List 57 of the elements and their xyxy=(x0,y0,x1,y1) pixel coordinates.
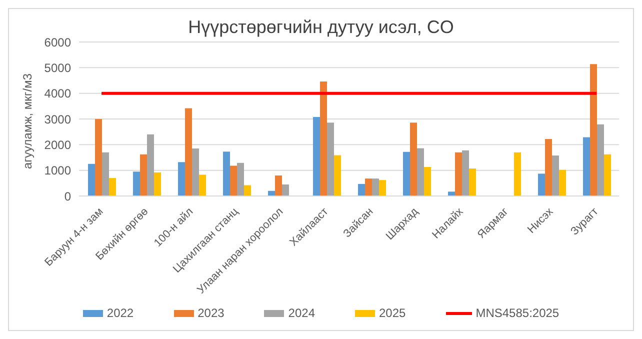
bar xyxy=(379,180,386,196)
bar xyxy=(334,155,341,196)
y-axis-title: агууламж, мкг/м3 xyxy=(20,73,34,169)
bar xyxy=(455,152,462,196)
y-tick-label: 2000 xyxy=(44,138,72,152)
bar xyxy=(604,154,611,196)
bar xyxy=(185,108,192,196)
chart-title: Нүүрстөрөгчийн дутуу исэл, CO xyxy=(188,17,454,37)
bar xyxy=(313,116,320,196)
bar xyxy=(597,124,604,196)
bar xyxy=(358,184,365,196)
bar xyxy=(102,152,109,196)
bar xyxy=(178,162,185,196)
bar xyxy=(140,154,147,196)
bar xyxy=(88,164,95,196)
y-tick-label: 4000 xyxy=(44,86,72,101)
bar xyxy=(545,139,552,196)
bar xyxy=(372,178,379,196)
bar xyxy=(462,150,469,196)
bar xyxy=(320,82,327,196)
bar xyxy=(244,185,251,196)
bar xyxy=(469,168,476,196)
bar xyxy=(365,178,372,196)
bar xyxy=(223,152,230,196)
bar xyxy=(154,172,161,196)
y-tick-label: 3000 xyxy=(44,112,72,126)
bar xyxy=(237,162,244,196)
y-tick-label: 6000 xyxy=(44,35,72,50)
y-tick-label: 5000 xyxy=(44,60,72,75)
bar xyxy=(403,152,410,196)
bar xyxy=(230,166,237,196)
legend-label: 2023 xyxy=(196,306,224,320)
bar xyxy=(199,174,206,196)
legend-label: 2022 xyxy=(106,306,134,320)
bar xyxy=(410,122,417,196)
bar xyxy=(538,174,545,196)
bar xyxy=(448,192,455,196)
bar xyxy=(590,64,597,196)
legend-label: 2024 xyxy=(287,306,315,320)
bar xyxy=(133,172,140,196)
y-tick-label: 1000 xyxy=(44,164,72,178)
bar xyxy=(552,155,559,196)
legend-label: 2025 xyxy=(378,306,406,320)
bar xyxy=(95,119,102,196)
legend-label: MNS4585:2025 xyxy=(474,306,560,320)
bar xyxy=(424,166,431,196)
bar xyxy=(417,148,424,196)
bar xyxy=(192,148,199,196)
bar xyxy=(147,134,154,196)
bar xyxy=(327,122,334,196)
y-tick-label: 0 xyxy=(64,189,72,204)
bar xyxy=(275,175,282,196)
bar xyxy=(109,178,116,196)
bar xyxy=(282,184,289,196)
bar xyxy=(514,152,521,196)
bar xyxy=(559,170,566,196)
bar xyxy=(583,137,590,196)
